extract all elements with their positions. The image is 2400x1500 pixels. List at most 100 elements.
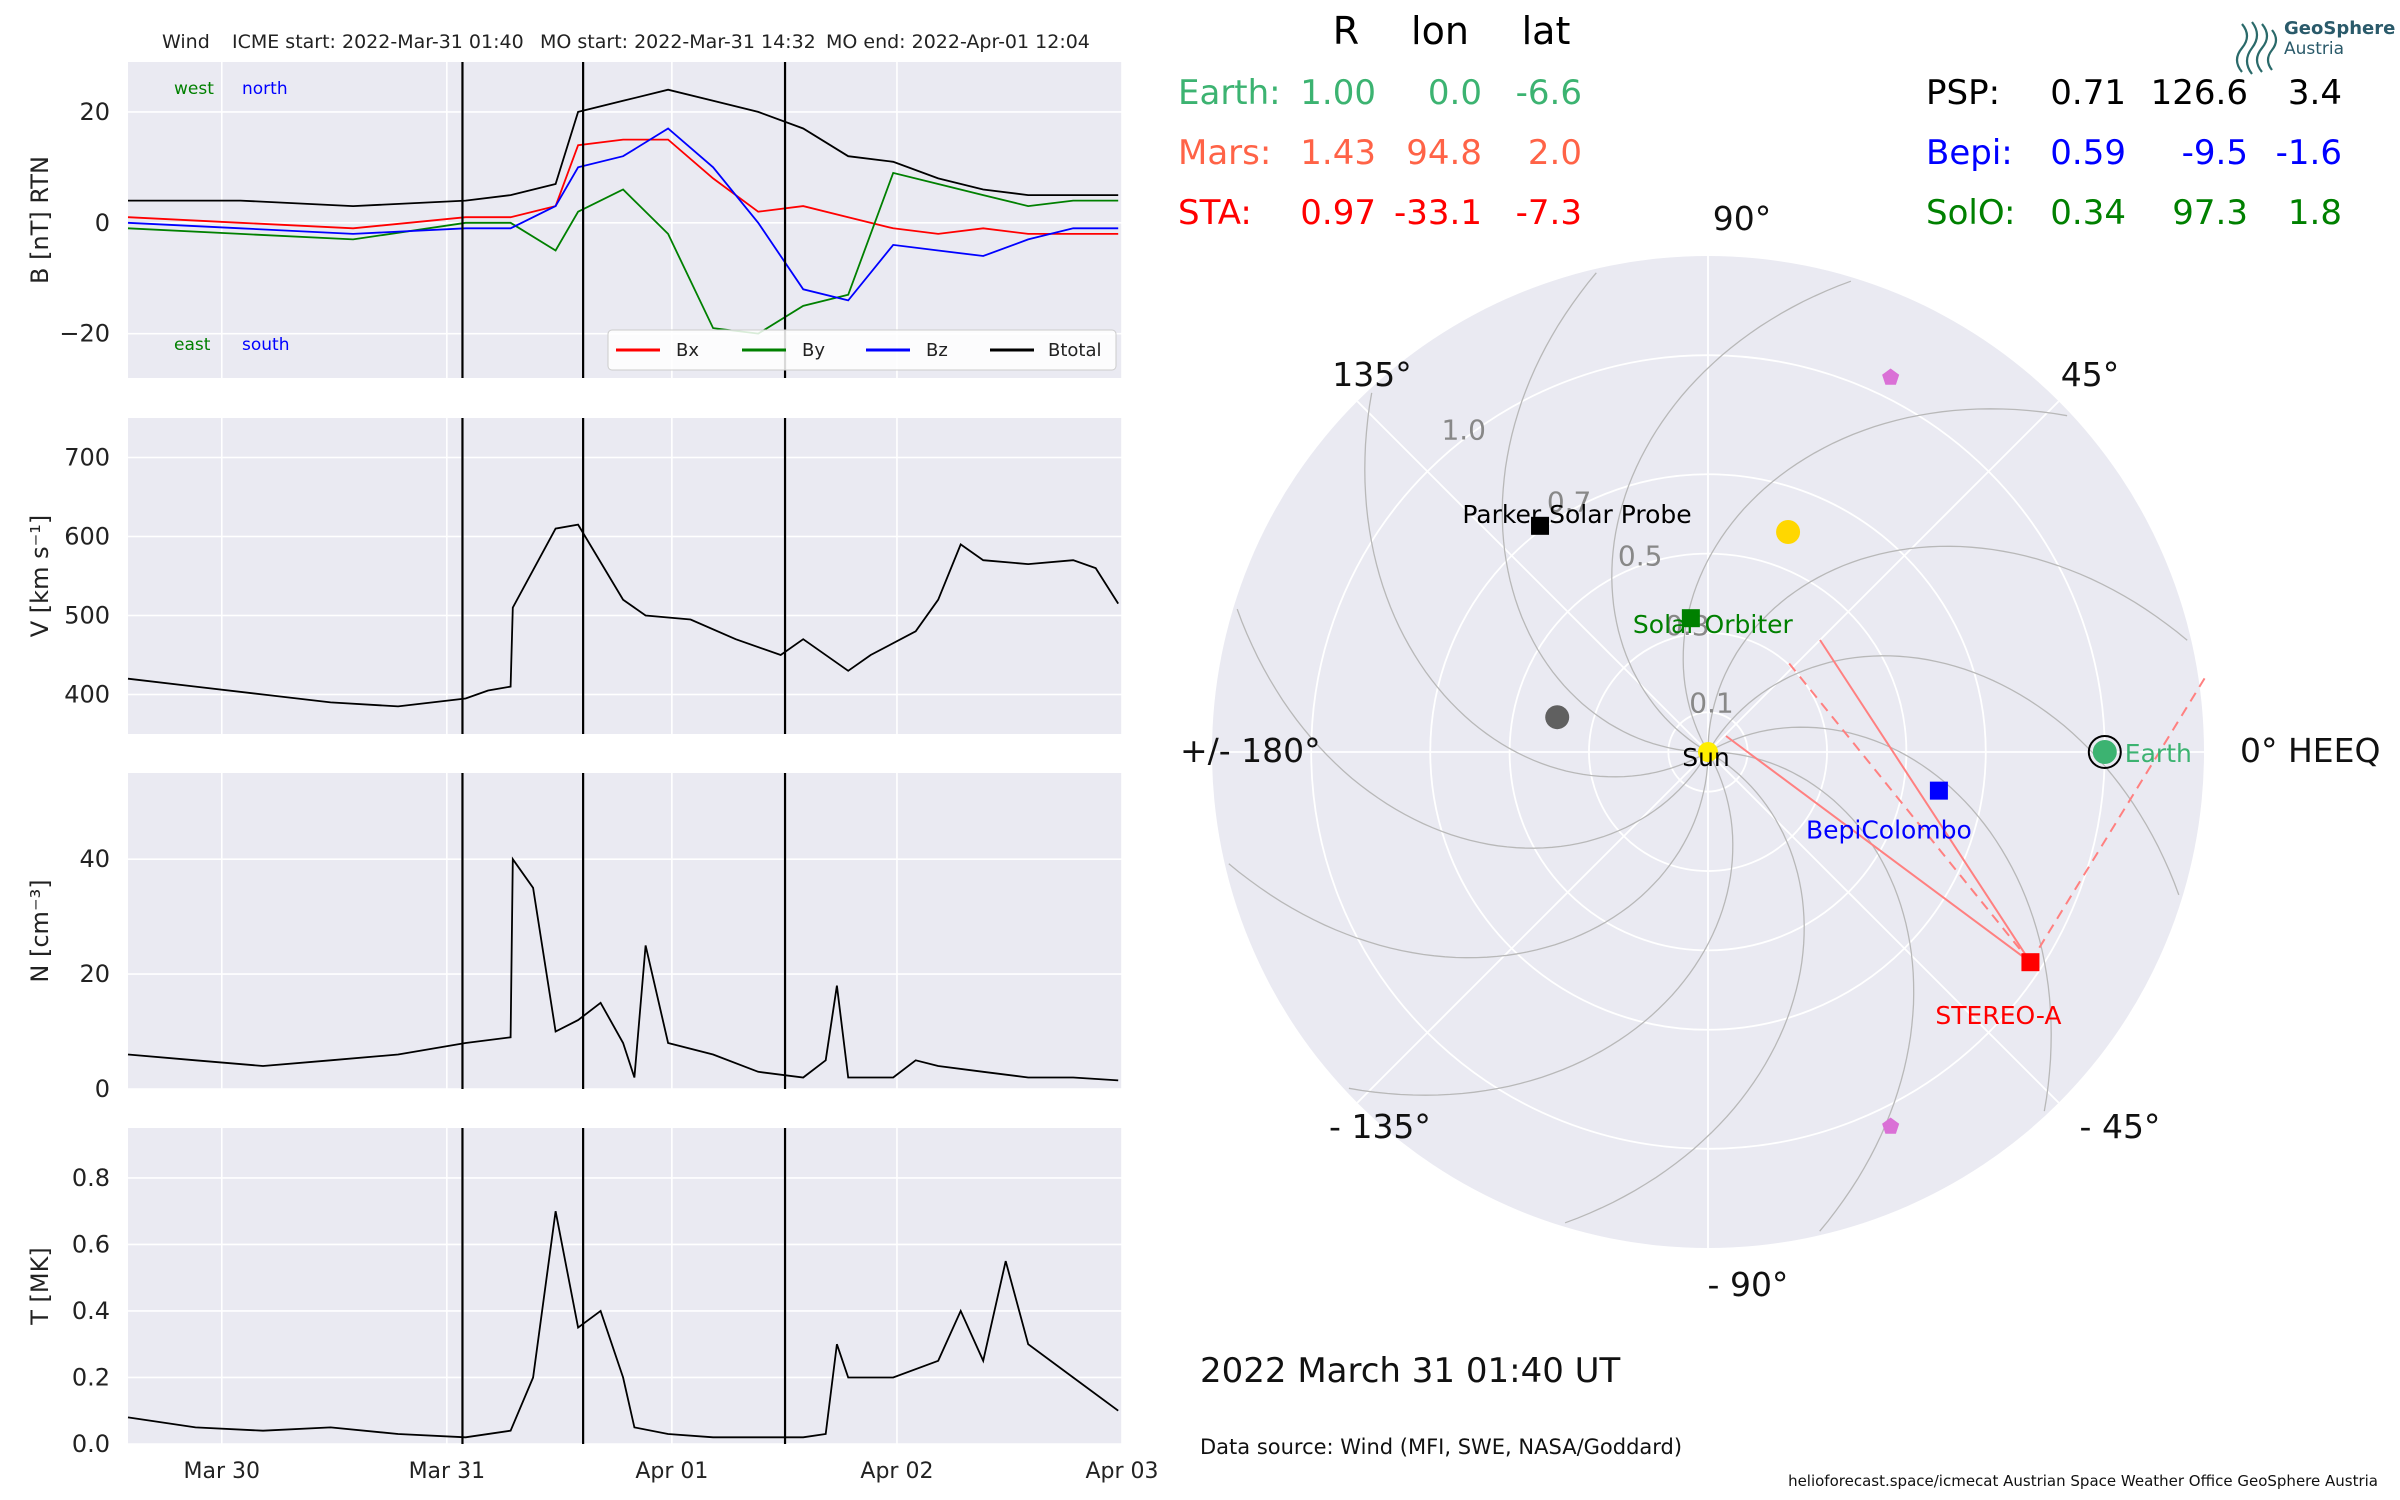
angle-label: 135°	[1332, 355, 1412, 394]
row-lon: -9.5	[2182, 133, 2248, 173]
x-tick-label: Mar 30	[184, 1459, 261, 1484]
y-axis-label: T [MK]	[26, 1247, 54, 1325]
table-header-lat: lat	[1522, 9, 1571, 53]
y-tick-label: 40	[79, 845, 110, 873]
label-east: east	[174, 335, 211, 355]
parker-solar-probe-marker	[1531, 516, 1550, 535]
pentagon-marker	[1882, 368, 1900, 385]
angle-gridline	[1707, 400, 2060, 753]
row-lat: -7.3	[1516, 193, 1582, 233]
row-r: 0.71	[2050, 73, 2126, 113]
label-south: south	[242, 335, 289, 355]
row-lon: 0.0	[1428, 73, 1482, 113]
parker-spiral-line	[1228, 751, 1709, 959]
fov-dashed-line	[1787, 661, 2032, 963]
row-lat: -6.6	[1516, 73, 1582, 113]
panel-density: 40 20 0 N [cm⁻³]	[26, 773, 1123, 1103]
body-label: BepiColombo	[1806, 816, 1972, 845]
x-tick-label: Mar 31	[409, 1459, 486, 1484]
legend-bz: Bz	[926, 340, 948, 361]
y-tick-label: −20	[59, 320, 110, 348]
y-tick-label: 20	[79, 98, 110, 126]
x-tick-label: Apr 01	[635, 1459, 708, 1484]
row-r: 1.00	[1300, 73, 1376, 113]
x-tick-label: Apr 02	[860, 1459, 933, 1484]
row-name: STA:	[1178, 193, 1252, 233]
angle-label: +/- 180°	[1180, 731, 1321, 770]
radial-label: 1.0	[1441, 413, 1486, 446]
position-table: R lon lat Earth: 1.00 0.0 -6.6 Mars: 1.43 94.8…	[1178, 9, 2342, 233]
header-spacecraft: Wind	[162, 31, 210, 53]
body-label: Solar Orbiter	[1633, 610, 1794, 639]
angle-gridline	[1707, 751, 2060, 1104]
pentagon-marker	[1882, 1117, 1900, 1134]
y-tick-label: 0	[95, 209, 110, 237]
label-north: north	[242, 79, 288, 99]
row-name: Bepi:	[1926, 133, 2013, 173]
body-label: STEREO-A	[1935, 1001, 2061, 1030]
series-line	[127, 1211, 1119, 1439]
earth-ring	[2087, 735, 2122, 769]
sun-marker	[1698, 742, 1718, 762]
row-lat: -1.6	[2276, 133, 2342, 173]
table-header-lon: lon	[1411, 9, 1469, 53]
header-mo-start: MO start: 2022-Mar-31 14:32	[540, 31, 816, 53]
angle-label: 90°	[1713, 199, 1772, 238]
fov-solid-line	[1819, 639, 2032, 963]
angle-label: - 135°	[1329, 1107, 1431, 1146]
header-icme-start: ICME start: 2022-Mar-31 01:40	[232, 31, 524, 53]
table-rows-left: Earth: 1.00 0.0 -6.6 Mars: 1.43 94.8 2.0 STA: 0.9…	[1178, 73, 1582, 233]
series-line	[127, 523, 1119, 708]
row-r: 0.59	[2050, 133, 2126, 173]
y-tick-label: 0.4	[72, 1297, 110, 1325]
radial-label: 0.1	[1689, 686, 1734, 719]
y-tick-label: 0	[95, 1075, 110, 1103]
row-lon: -33.1	[1394, 193, 1482, 233]
row-lon: 94.8	[1406, 133, 1482, 173]
timestamp: 2022 March 31 01:40 UT	[1200, 1351, 1621, 1391]
row-r: 1.43	[1300, 133, 1376, 173]
logo-line1: GeoSphere	[2284, 18, 2395, 39]
plot-area	[128, 62, 1122, 378]
plot-area	[128, 1128, 1122, 1444]
bepicolombo-marker	[1929, 781, 1948, 800]
parker-spiral-line	[1707, 545, 2188, 753]
row-r: 0.34	[2050, 193, 2126, 233]
earth-marker	[2092, 740, 2117, 764]
y-tick-label: 500	[64, 602, 110, 630]
series-line-bx	[127, 138, 1119, 235]
parker-spiral-line	[1611, 280, 1852, 753]
y-tick-label: 0.6	[72, 1230, 110, 1258]
row-lat: 2.0	[1528, 133, 1582, 173]
angle-gridline	[1356, 751, 1709, 1104]
parker-spiral-line	[1364, 392, 1709, 778]
angle-label: - 90°	[1708, 1265, 1789, 1304]
x-tick-label: Apr 03	[1085, 1459, 1158, 1484]
header-mo-end: MO end: 2022-Apr-01 12:04	[826, 31, 1090, 53]
chart-legend: Bx By Bz Btotal	[607, 329, 1117, 371]
solar-orbiter-marker	[1681, 609, 1700, 628]
y-tick-label: 600	[64, 523, 110, 551]
fov-dashed-line	[2029, 675, 2207, 963]
plot-area	[128, 773, 1122, 1089]
row-lon: 126.6	[2151, 73, 2248, 113]
row-lat: 3.4	[2288, 73, 2342, 113]
stereo-a-fov-lines	[1725, 639, 2207, 963]
planet-marker	[1545, 705, 1570, 730]
y-tick-label: 400	[64, 681, 110, 709]
row-name: Mars:	[1178, 133, 1271, 173]
panel-temperature: 0.8 0.6 0.4 0.2 0.0 T [MK] Mar 30 Mar 31 Apr 01 A…	[26, 1128, 1159, 1484]
y-tick-label: 0.2	[72, 1363, 110, 1391]
table-header-r: R	[1333, 9, 1359, 53]
row-r: 0.97	[1300, 193, 1376, 233]
radial-label: 0.5	[1618, 540, 1663, 573]
angle-gridline	[1356, 400, 1709, 753]
y-axis-label: V [km s⁻¹]	[26, 515, 54, 637]
legend-bx: Bx	[676, 340, 699, 361]
parker-spiral-line	[1707, 655, 2180, 896]
fov-solid-line	[1725, 735, 2032, 963]
row-name: PSP:	[1926, 73, 2000, 113]
panel-magnetic-field: 20 0 −20 B [nT] RTN	[26, 62, 1123, 378]
logo-line2: Austria	[2284, 39, 2344, 59]
